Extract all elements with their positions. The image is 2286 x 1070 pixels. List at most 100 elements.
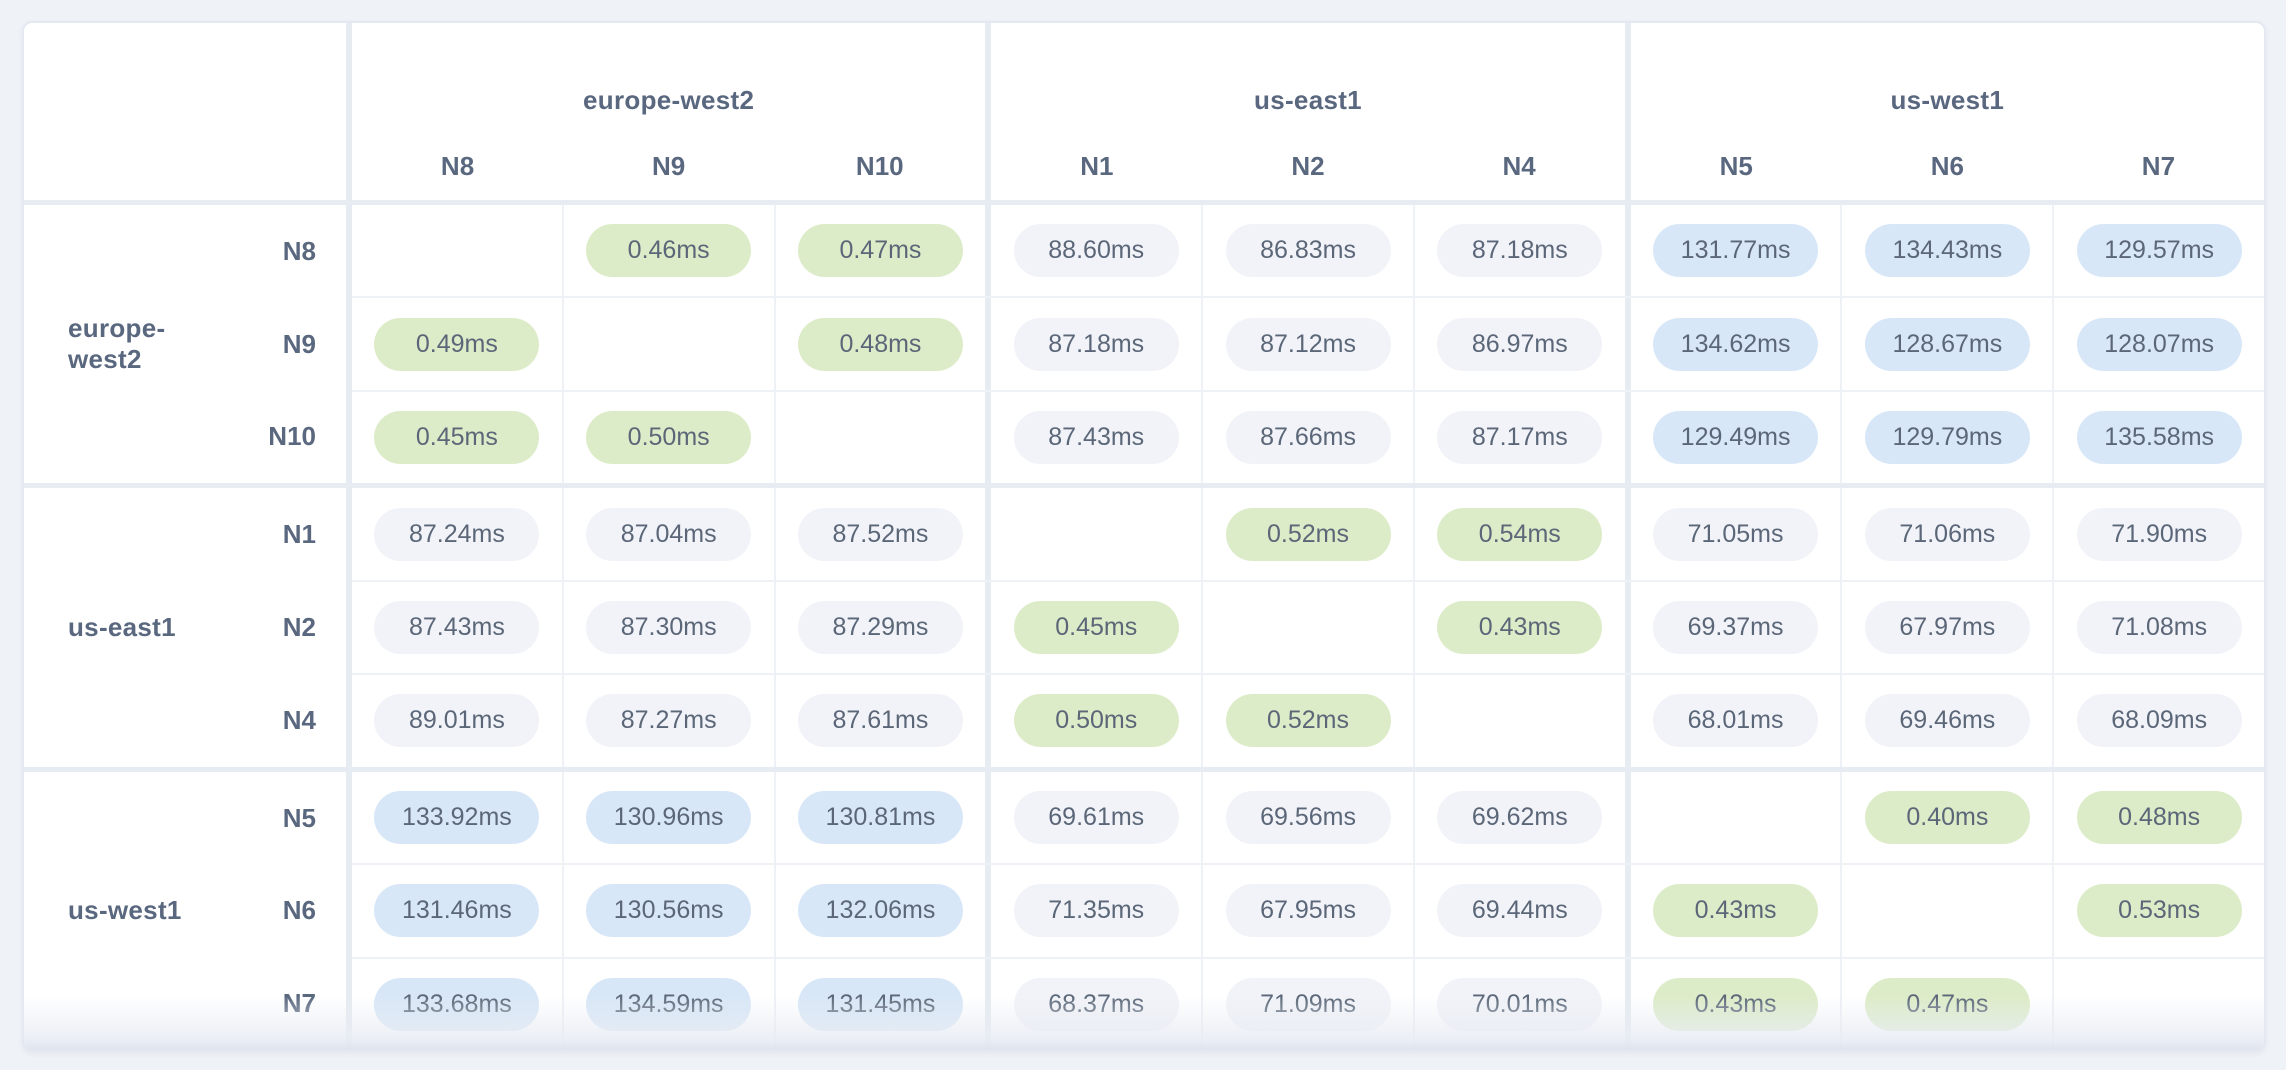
latency-cell-N1-N4: 0.54ms xyxy=(1412,488,1625,580)
latency-cell-N8-N7: 129.57ms xyxy=(2052,205,2264,297)
node-row-labels-us-east1: N1 N2 N4 xyxy=(196,488,346,766)
node-column-header-N10: N10 xyxy=(855,150,904,181)
latency-pill-N5-N2: 69.56ms xyxy=(1225,790,1391,844)
latency-pill-N2-N10: 87.29ms xyxy=(797,600,963,654)
latency-cell-N4-N6: 69.46ms xyxy=(1840,675,2052,767)
latency-cell-N1-N10: 87.52ms xyxy=(773,488,986,580)
latency-pill-N4-N8: 89.01ms xyxy=(374,694,540,748)
latency-cell-N5-N10: 130.81ms xyxy=(773,771,986,864)
latency-pill-N5-N4: 69.62ms xyxy=(1437,790,1603,844)
node-row-labels-europe-west2: N8 N9 N10 xyxy=(196,205,346,483)
latency-pill-N10-N6: 129.79ms xyxy=(1864,411,2030,465)
latency-cell-N4-N5: 68.01ms xyxy=(1624,675,1841,767)
node-column-header-N7: N7 xyxy=(2141,150,2176,181)
latency-pill-N4-N1: 0.50ms xyxy=(1013,694,1179,748)
latency-cell-N2-N8: 87.43ms xyxy=(352,582,562,673)
latency-pill-N6-N8: 131.46ms xyxy=(374,884,540,938)
latency-row-N7: 133.68ms 134.59ms 131.45ms 68.37ms 71.09ms 70… xyxy=(352,956,2264,1050)
latency-cell-N10-N9: 0.50ms xyxy=(561,391,774,484)
latency-pill-N2-N8: 87.43ms xyxy=(374,600,540,654)
latency-pill-N1-N8: 87.24ms xyxy=(374,507,540,561)
node-header-row-us-west1: N5 N6 N7 xyxy=(1631,132,2264,200)
latency-pill-N9-N10: 0.48ms xyxy=(797,317,963,371)
region-column-header-europe-west2: europe-west2 xyxy=(583,85,755,115)
latency-pill-N5-N10: 130.81ms xyxy=(797,790,963,844)
latency-pill-N1-N2: 0.52ms xyxy=(1225,507,1391,561)
latency-cell-N2-N7: 71.08ms xyxy=(2052,581,2264,674)
data-grid-us-west1: 133.92ms 130.96ms 130.81ms 69.61ms 69.56ms 69… xyxy=(346,771,2264,1050)
latency-cell-N2-N10: 87.29ms xyxy=(773,581,986,674)
column-header-group-us-west1: us-west1 N5 N6 N7 xyxy=(1624,23,2264,200)
self-latency-cell-N1 xyxy=(985,488,1201,580)
latency-pill-N2-N4: 0.43ms xyxy=(1437,600,1603,654)
latency-pill-N4-N5: 68.01ms xyxy=(1653,694,1819,748)
latency-cell-N9-N6: 128.67ms xyxy=(1840,298,2052,390)
latency-pill-N6-N10: 132.06ms xyxy=(797,884,963,938)
latency-pill-N10-N2: 87.66ms xyxy=(1225,411,1391,465)
latency-pill-N8-N1: 88.60ms xyxy=(1013,224,1179,278)
latency-row-N9: 0.49ms 0.48ms 87.18ms 87.12ms 86.97ms 134.62m… xyxy=(352,296,2264,390)
latency-pill-N8-N2: 86.83ms xyxy=(1225,224,1391,278)
latency-cell-N8-N1: 88.60ms xyxy=(985,205,1201,297)
row-group-label-cell-us-west1: us-west1 N5 N6 N7 xyxy=(24,772,346,1050)
latency-cell-N1-N8: 87.24ms xyxy=(352,488,562,579)
latency-pill-N1-N5: 71.05ms xyxy=(1653,507,1819,561)
latency-cell-N8-N2: 86.83ms xyxy=(1201,205,1413,297)
latency-cell-N8-N9: 0.46ms xyxy=(561,205,774,297)
latency-cell-N9-N8: 0.49ms xyxy=(352,298,562,389)
latency-cell-N5-N9: 130.96ms xyxy=(561,771,774,864)
latency-pill-N8-N7: 129.57ms xyxy=(2076,224,2242,278)
latency-cell-N8-N10: 0.47ms xyxy=(773,205,986,297)
latency-cell-N1-N6: 71.06ms xyxy=(1840,488,2052,580)
self-latency-cell-N6 xyxy=(1840,865,2052,957)
latency-cell-N7-N2: 71.09ms xyxy=(1201,958,1413,1050)
latency-row-N1: 87.24ms 87.04ms 87.52ms 0.52ms 0.54ms 71.05ms… xyxy=(352,488,2264,580)
node-row-label-N6: N6 xyxy=(282,895,316,926)
latency-cell-N9-N4: 86.97ms xyxy=(1412,298,1625,390)
latency-cell-N2-N4: 0.43ms xyxy=(1412,581,1625,674)
latency-row-N4: 89.01ms 87.27ms 87.61ms 0.50ms 0.52ms 68.01ms… xyxy=(352,673,2264,767)
latency-pill-N5-N8: 133.92ms xyxy=(374,790,540,844)
latency-pill-N1-N10: 87.52ms xyxy=(797,507,963,561)
latency-pill-N6-N2: 67.95ms xyxy=(1225,884,1391,938)
latency-pill-N6-N4: 69.44ms xyxy=(1437,884,1603,938)
latency-pill-N9-N2: 87.12ms xyxy=(1225,317,1391,371)
latency-row-N2: 87.43ms 87.30ms 87.29ms 0.45ms 0.43ms 69.37ms… xyxy=(352,579,2264,674)
column-header-groups: europe-west2 N8 N9 N10 us-east1 N1 N2 N4 us-west… xyxy=(346,23,2264,200)
latency-cell-N2-N1: 0.45ms xyxy=(985,581,1201,674)
latency-cell-N6-N10: 132.06ms xyxy=(773,865,986,957)
node-column-header-N1: N1 xyxy=(1080,150,1114,181)
latency-pill-N4-N2: 0.52ms xyxy=(1225,694,1391,748)
latency-cell-N5-N7: 0.48ms xyxy=(2052,771,2264,864)
latency-pill-N10-N8: 0.45ms xyxy=(374,411,540,465)
latency-pill-N4-N10: 87.61ms xyxy=(797,694,963,748)
self-latency-cell-N9 xyxy=(561,298,774,390)
latency-pill-N10-N4: 87.17ms xyxy=(1437,411,1603,465)
latency-cell-N1-N2: 0.52ms xyxy=(1201,488,1413,580)
latency-pill-N8-N9: 0.46ms xyxy=(586,224,752,278)
latency-pill-N2-N9: 87.30ms xyxy=(586,600,752,654)
latency-cell-N6-N5: 0.43ms xyxy=(1624,865,1841,957)
latency-cell-N9-N2: 87.12ms xyxy=(1201,298,1413,390)
region-row-label-europe-west2: europe-west2 xyxy=(68,313,166,375)
self-latency-cell-N10 xyxy=(773,391,986,484)
latency-pill-N8-N10: 0.47ms xyxy=(797,224,963,278)
node-row-label-N5: N5 xyxy=(282,802,316,833)
latency-pill-N4-N7: 68.09ms xyxy=(2076,694,2242,748)
latency-matrix-card[interactable]: europe-west2 N8 N9 N10 us-east1 N1 N2 N4 us-west… xyxy=(22,21,2266,1052)
region-column-header-us-east1: us-east1 xyxy=(1254,85,1362,115)
node-column-header-N9: N9 xyxy=(652,150,686,181)
latency-cell-N10-N5: 129.49ms xyxy=(1624,391,1841,484)
latency-pill-N1-N7: 71.90ms xyxy=(2076,507,2242,561)
self-latency-cell-N4 xyxy=(1412,675,1625,767)
latency-cell-N7-N8: 133.68ms xyxy=(352,959,562,1050)
latency-cell-N2-N5: 69.37ms xyxy=(1624,581,1841,674)
latency-pill-N10-N1: 87.43ms xyxy=(1013,411,1179,465)
latency-cell-N10-N1: 87.43ms xyxy=(985,391,1201,484)
latency-cell-N5-N8: 133.92ms xyxy=(352,772,562,863)
latency-cell-N9-N10: 0.48ms xyxy=(773,298,986,390)
latency-cell-N10-N7: 135.58ms xyxy=(2052,391,2264,484)
latency-pill-N2-N6: 67.97ms xyxy=(1864,600,2030,654)
node-header-row-us-east1: N1 N2 N4 xyxy=(991,132,1624,200)
latency-pill-N5-N9: 130.96ms xyxy=(586,790,752,844)
